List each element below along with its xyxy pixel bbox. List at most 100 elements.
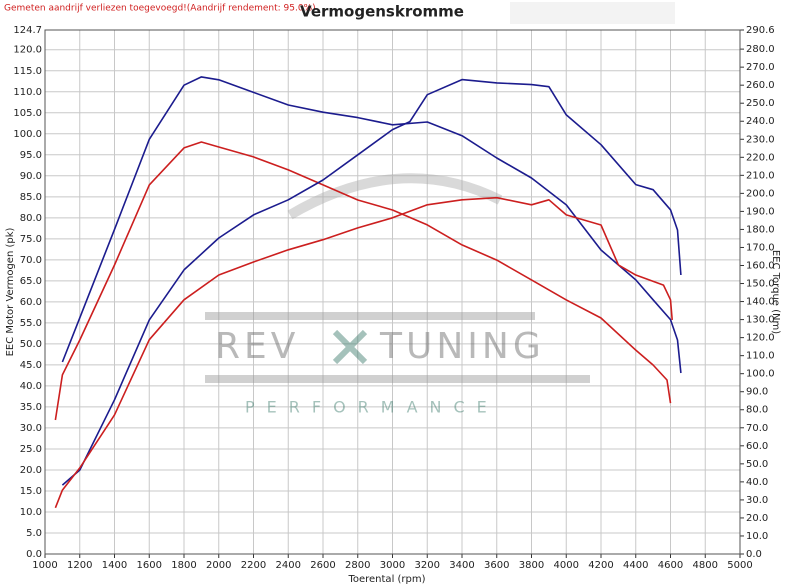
x-tick-label: 4400 — [623, 560, 648, 571]
watermark-text: TUNING — [379, 326, 545, 367]
y2-tick-label: 120.0 — [746, 333, 775, 344]
y2-tick-label: 280.0 — [746, 44, 775, 55]
y2-tick-label: 90.0 — [746, 387, 768, 398]
y-tick-label: 10.0 — [20, 507, 42, 518]
y-tick-label: 60.0 — [20, 297, 42, 308]
y2-tick-label: 40.0 — [746, 477, 768, 488]
x-tick-label: 5000 — [727, 560, 752, 571]
data-line — [61, 76, 682, 374]
y2-tick-label: 60.0 — [746, 441, 768, 452]
logo-arc — [287, 173, 503, 220]
y-tick-label: 30.0 — [20, 423, 42, 434]
x-tick-label: 4200 — [588, 560, 613, 571]
y-tick-label: 55.0 — [20, 318, 42, 329]
x-tick-label: 3200 — [415, 560, 440, 571]
logo-x — [332, 329, 368, 365]
y-tick-label: 40.0 — [20, 381, 42, 392]
data-line — [61, 78, 682, 486]
y2-tick-label: 210.0 — [746, 170, 775, 181]
y2-tick-label: 290.6 — [746, 25, 775, 36]
y2-tick-label: 220.0 — [746, 152, 775, 163]
logo-x — [332, 329, 368, 365]
y2-tick-label: 240.0 — [746, 116, 775, 127]
y2-tick-label: 110.0 — [746, 351, 775, 362]
x-tick-label: 4600 — [658, 560, 683, 571]
y2-tick-label: 160.0 — [746, 260, 775, 271]
y2-tick-label: 260.0 — [746, 80, 775, 91]
x-tick-label: 2800 — [345, 560, 370, 571]
x-tick-label: 1200 — [67, 560, 92, 571]
plot-frame — [44, 29, 741, 555]
watermark-text: PERFORMANCE — [245, 398, 499, 417]
y2-tick-label: 130.0 — [746, 315, 775, 326]
x-tick-label: 3800 — [519, 560, 544, 571]
watermark-text: REV — [215, 326, 299, 367]
y-tick-label: 75.0 — [20, 234, 42, 245]
y2-tick-label: 250.0 — [746, 98, 775, 109]
x-tick-label: 4800 — [693, 560, 718, 571]
y2-tick-label: 190.0 — [746, 206, 775, 217]
y2-tick-label: 20.0 — [746, 513, 768, 524]
y2-tick-label: 80.0 — [746, 405, 768, 416]
y-tick-label: 90.0 — [20, 171, 42, 182]
x-tick-label: 2600 — [310, 560, 335, 571]
y-tick-label: 124.7 — [13, 25, 42, 36]
y-tick-label: 15.0 — [20, 486, 42, 497]
header-box — [510, 2, 675, 24]
x-tick-label: 3400 — [449, 560, 474, 571]
x-tick-label: 1600 — [137, 560, 162, 571]
x-tick-label: 1800 — [171, 560, 196, 571]
x-tick-label: 1400 — [102, 560, 127, 571]
y-tick-label: 20.0 — [20, 465, 42, 476]
y2-tick-label: 200.0 — [746, 188, 775, 199]
watermark: REV TUNING PERFORMANCE — [205, 173, 590, 417]
y-tick-label: 45.0 — [20, 360, 42, 371]
data-line — [54, 141, 672, 421]
y-tick-label: 5.0 — [26, 528, 42, 539]
y2-tick-label: 30.0 — [746, 495, 768, 506]
y2-tick-label: 0.0 — [746, 549, 762, 560]
x-tick-label: 4000 — [554, 560, 579, 571]
y-tick-label: 95.0 — [20, 150, 42, 161]
y2-tick-label: 270.0 — [746, 62, 775, 73]
y2-tick-label: 70.0 — [746, 423, 768, 434]
x-tick-label: 3000 — [380, 560, 405, 571]
y2-tick-label: 180.0 — [746, 224, 775, 235]
logo-bar — [205, 312, 535, 320]
y2-tick-label: 140.0 — [746, 297, 775, 308]
logo-bar — [205, 375, 590, 383]
y-tick-label: 70.0 — [20, 255, 42, 266]
data-line — [54, 196, 673, 509]
y2-axis-label: EEC Torque (Nm) — [770, 250, 781, 334]
y-tick-label: 35.0 — [20, 402, 42, 413]
y2-tick-label: 150.0 — [746, 279, 775, 290]
y2-tick-label: 50.0 — [746, 459, 768, 470]
y2-tick-label: 170.0 — [746, 242, 775, 253]
y-tick-label: 120.0 — [13, 45, 42, 56]
y-tick-label: 65.0 — [20, 276, 42, 287]
y2-tick-label: 100.0 — [746, 369, 775, 380]
y-tick-label: 80.0 — [20, 213, 42, 224]
y-tick-label: 115.0 — [13, 66, 42, 77]
x-tick-label: 1000 — [32, 560, 57, 571]
y-tick-label: 25.0 — [20, 444, 42, 455]
y-tick-label: 110.0 — [13, 87, 42, 98]
x-tick-label: 2400 — [276, 560, 301, 571]
y-tick-label: 0.0 — [26, 549, 42, 560]
y-axis-label: EEC Motor Vermogen (pk) — [5, 227, 16, 356]
x-tick-label: 3600 — [484, 560, 509, 571]
y-tick-label: 85.0 — [20, 192, 42, 203]
x-tick-label: 2000 — [206, 560, 231, 571]
x-axis-label: Toerental (rpm) — [347, 574, 425, 585]
y-tick-label: 100.0 — [13, 129, 42, 140]
subtitle: Gemeten aandrijf verliezen toegevoegd!(A… — [4, 4, 316, 14]
x-tick-label: 2200 — [241, 560, 266, 571]
chart-title: Vermogenskromme — [300, 3, 464, 21]
y2-tick-label: 230.0 — [746, 134, 775, 145]
y2-tick-label: 10.0 — [746, 531, 768, 542]
y-tick-label: 50.0 — [20, 339, 42, 350]
y-tick-label: 105.0 — [13, 108, 42, 119]
